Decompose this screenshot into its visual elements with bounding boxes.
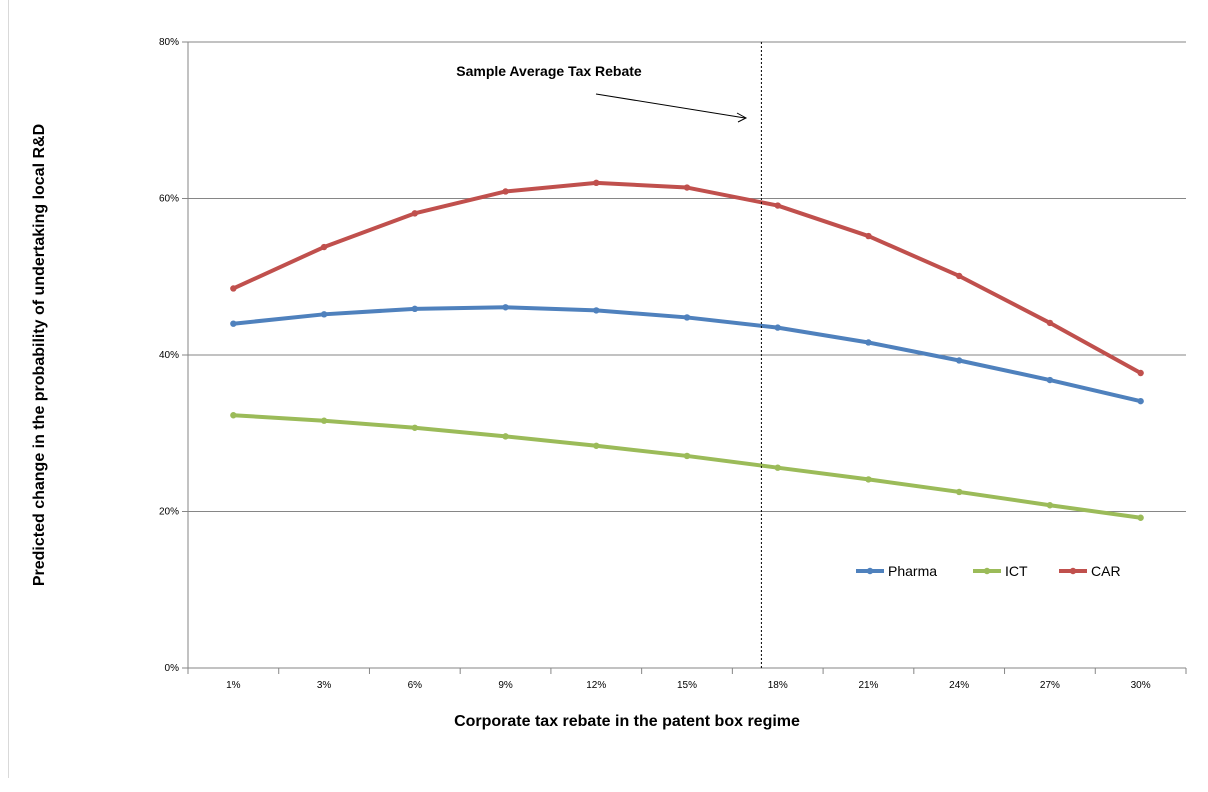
car-legend-marker (1069, 567, 1077, 575)
car-data-point (502, 188, 509, 195)
car-data-point (230, 285, 237, 292)
gridlines (188, 41, 1186, 512)
pharma-data-point (865, 339, 872, 346)
y-axis-label: Predicted change in the probability of u… (31, 124, 48, 586)
frame-border (8, 0, 9, 778)
y-tick-label: 0% (165, 663, 180, 674)
pharma-data-point (774, 324, 781, 331)
pharma-legend-marker (866, 567, 874, 575)
ict-data-point (411, 424, 419, 431)
ict-data-point (1137, 514, 1144, 521)
axes (182, 41, 1187, 674)
ict-data-point (502, 433, 509, 440)
ict-data-point (683, 452, 691, 460)
car-data-point (1046, 319, 1054, 327)
pharma-data-point (320, 311, 328, 318)
car-data-point (865, 232, 872, 240)
x-tick-label: 27% (1040, 680, 1060, 691)
x-tick-label: 18% (768, 680, 788, 691)
ict-data-point (320, 417, 328, 424)
x-tick-label: 30% (1131, 680, 1151, 691)
ict-series-line (231, 413, 1143, 520)
x-tick-label: 15% (677, 680, 697, 691)
ict-data-point (955, 488, 963, 496)
y-tick-label: 60% (159, 194, 179, 205)
pharma-series-line (231, 305, 1143, 404)
pharma-data-point (593, 307, 600, 314)
x-tick-label: 1% (226, 680, 241, 691)
ict-data-point (230, 412, 237, 419)
y-tick-label: 80% (159, 37, 179, 48)
car-data-point (593, 179, 600, 187)
car-data-point (320, 243, 328, 251)
car-data-point (683, 184, 691, 191)
car-data-point (774, 202, 781, 209)
x-tick-label: 21% (858, 680, 878, 691)
ict-legend-label: ICT (1005, 563, 1028, 579)
x-tick-label: 12% (586, 680, 606, 691)
legend: Pharma ICT CAR (856, 563, 1121, 579)
pharma-data-point (1046, 376, 1054, 384)
x-axis-label: Corporate tax rebate in the patent box r… (454, 713, 800, 730)
car-legend-label: CAR (1091, 563, 1121, 579)
y-tick-label: 20% (159, 507, 179, 518)
pharma-data-point (502, 304, 509, 311)
pharma-data-point (955, 357, 963, 364)
ict-legend-marker (983, 567, 991, 575)
car-series-line (231, 180, 1143, 375)
x-tick-label: 6% (408, 680, 423, 691)
annotation-arrow-head (736, 112, 748, 123)
ict-data-point (774, 464, 781, 471)
annotation-arrow-shaft (595, 93, 746, 119)
x-tick-label: 3% (317, 680, 332, 691)
annotation-label: Sample Average Tax Rebate (456, 63, 642, 79)
ict-data-point (593, 442, 600, 449)
series-group (230, 179, 1144, 521)
car-data-point (411, 210, 419, 217)
x-tick-label: 9% (498, 680, 513, 691)
pharma-data-point (411, 305, 419, 313)
car-data-point (955, 272, 963, 280)
x-tick-label: 24% (949, 680, 969, 691)
car-data-point (1137, 369, 1144, 377)
x-tick-labels: 1% 3% 6% 9% 12% 15% 18% 21% 24% 27% 30% (226, 680, 1151, 691)
ict-data-point (865, 476, 872, 483)
pharma-data-point (1137, 397, 1144, 405)
pharma-data-point (683, 314, 691, 321)
y-tick-labels: 0% 20% 40% 60% 80% (159, 37, 179, 674)
annotation-group: Sample Average Tax Rebate (456, 42, 762, 668)
pharma-legend-label: Pharma (888, 563, 937, 579)
y-tick-label: 40% (159, 350, 179, 361)
ict-data-point (1046, 502, 1054, 509)
pharma-data-point (230, 320, 237, 327)
